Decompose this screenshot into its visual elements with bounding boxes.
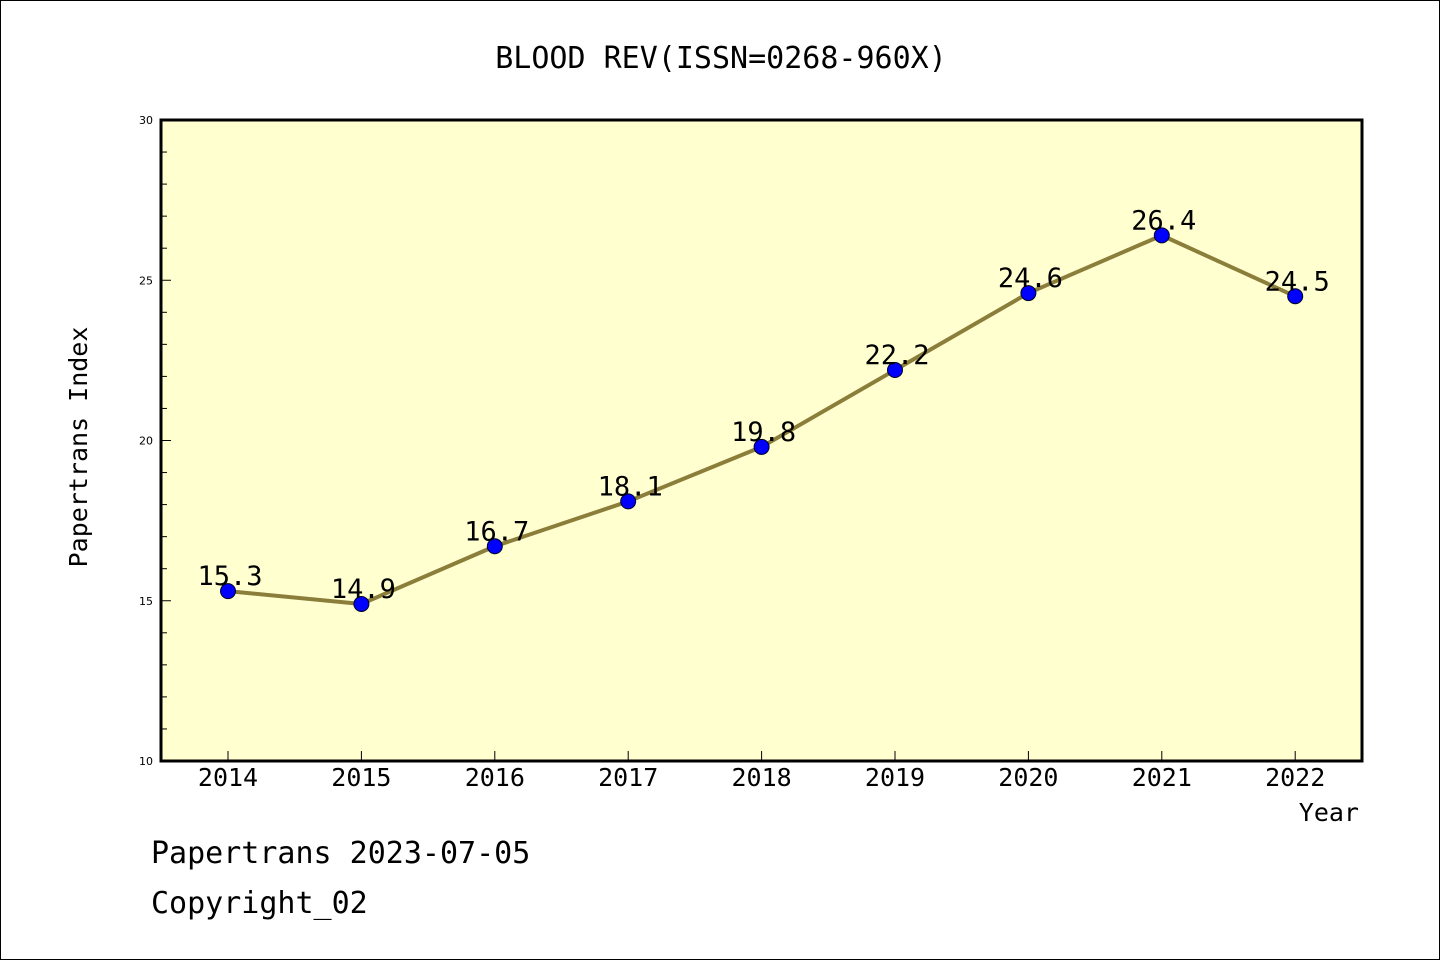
y-tick-label: 10: [139, 755, 153, 768]
x-tick-label: 2015: [331, 763, 391, 792]
x-tick-label: 2022: [1265, 763, 1325, 792]
data-label: 24.6: [998, 263, 1063, 294]
data-label: 18.1: [598, 471, 663, 502]
data-point: [1153, 227, 1170, 244]
data-label: 26.4: [1131, 205, 1196, 236]
data-labels: 15.3 14.9 16.7 18.1 19.8 22.2 24.6 26.4 24.5: [197, 205, 1329, 605]
x-tick-label: 2016: [465, 763, 525, 792]
x-tick-label: 2021: [1132, 763, 1192, 792]
data-point: [753, 438, 770, 455]
data-point: [220, 583, 236, 600]
y-tick-label: 25: [139, 274, 153, 287]
y-axis: 10 15 20 25 30: [139, 114, 171, 768]
data-point: [353, 595, 370, 612]
y-tick-label: 30: [139, 114, 153, 127]
y-axis-label: Papertrans Index: [64, 327, 93, 568]
x-tick-label: 2020: [998, 763, 1058, 792]
x-tick-label: 2019: [865, 763, 925, 792]
y-tick-label: 15: [139, 595, 153, 608]
data-point: [620, 493, 637, 510]
x-axis-label: Year: [1299, 798, 1359, 827]
x-axis: 2014 2015 2016 2017 2018 2019 2020 2021 2022: [198, 751, 1325, 792]
data-point: [887, 361, 903, 378]
data-label: 16.7: [464, 516, 529, 547]
data-markers: [220, 227, 1304, 612]
x-tick-label: 2014: [198, 763, 258, 792]
data-point: [486, 538, 503, 555]
chart-title: BLOOD REV(ISSN=0268-960X): [495, 41, 947, 76]
data-point: [1287, 288, 1304, 305]
y-tick-label: 20: [139, 435, 153, 448]
data-label: 24.5: [1265, 266, 1330, 297]
data-label: 22.2: [864, 340, 929, 371]
x-tick-label: 2018: [731, 763, 791, 792]
data-point: [1020, 285, 1037, 302]
data-label: 14.9: [331, 574, 396, 605]
data-label: 15.3: [197, 561, 262, 592]
data-label: 19.8: [731, 417, 796, 448]
x-tick-label: 2017: [598, 763, 658, 792]
footer-date: Papertrans 2023-07-05: [151, 836, 531, 871]
footer-copyright: Copyright_02: [151, 886, 368, 921]
